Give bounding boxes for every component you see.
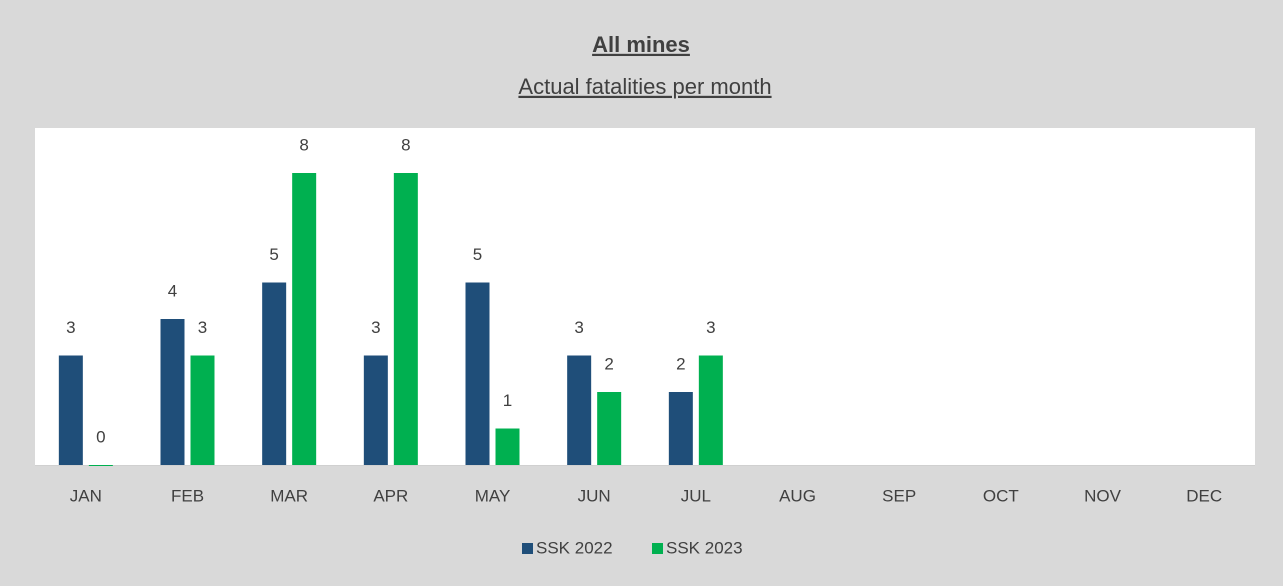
data-label: 8 — [299, 135, 308, 154]
data-label: 2 — [604, 354, 613, 373]
x-tick-label: DEC — [1186, 486, 1222, 505]
bar — [668, 392, 693, 465]
data-label: 3 — [371, 318, 380, 337]
data-label: 1 — [503, 391, 512, 410]
bar — [363, 355, 388, 465]
legend-swatch — [652, 543, 663, 554]
x-tick-label: FEB — [171, 486, 204, 505]
x-tick-label: AUG — [779, 486, 816, 505]
data-label: 4 — [168, 281, 177, 300]
x-tick-label: MAY — [475, 486, 511, 505]
data-label: 3 — [198, 318, 207, 337]
x-tick-label: APR — [373, 486, 408, 505]
legend-label: SSK 2023 — [666, 538, 743, 557]
bar — [698, 355, 723, 465]
bar — [393, 173, 418, 465]
x-tick-label: OCT — [983, 486, 1019, 505]
data-label: 3 — [706, 318, 715, 337]
x-tick-label: MAR — [270, 486, 308, 505]
chart-subtitle: Actual fatalities per month — [518, 74, 771, 99]
legend-swatch — [522, 543, 533, 554]
bar — [160, 319, 185, 465]
x-tick-label: SEP — [882, 486, 916, 505]
bar — [88, 465, 113, 466]
x-tick-label: JUN — [578, 486, 611, 505]
plot-area — [35, 128, 1255, 466]
x-tick-label: NOV — [1084, 486, 1122, 505]
bar — [262, 282, 287, 465]
bar — [292, 173, 317, 465]
data-label: 0 — [96, 427, 105, 446]
bar — [58, 355, 83, 465]
data-label: 5 — [473, 245, 482, 264]
data-label: 2 — [676, 354, 685, 373]
bar — [495, 428, 520, 465]
data-label: 3 — [574, 318, 583, 337]
x-tick-label: JUL — [681, 486, 711, 505]
data-label: 3 — [66, 318, 75, 337]
chart-title: All mines — [592, 32, 690, 57]
bar — [465, 282, 490, 465]
data-label: 5 — [269, 245, 278, 264]
x-tick-label: JAN — [70, 486, 102, 505]
bar — [190, 355, 215, 465]
bar — [597, 392, 622, 465]
data-label: 8 — [401, 135, 410, 154]
legend-label: SSK 2022 — [536, 538, 613, 557]
bar — [567, 355, 592, 465]
